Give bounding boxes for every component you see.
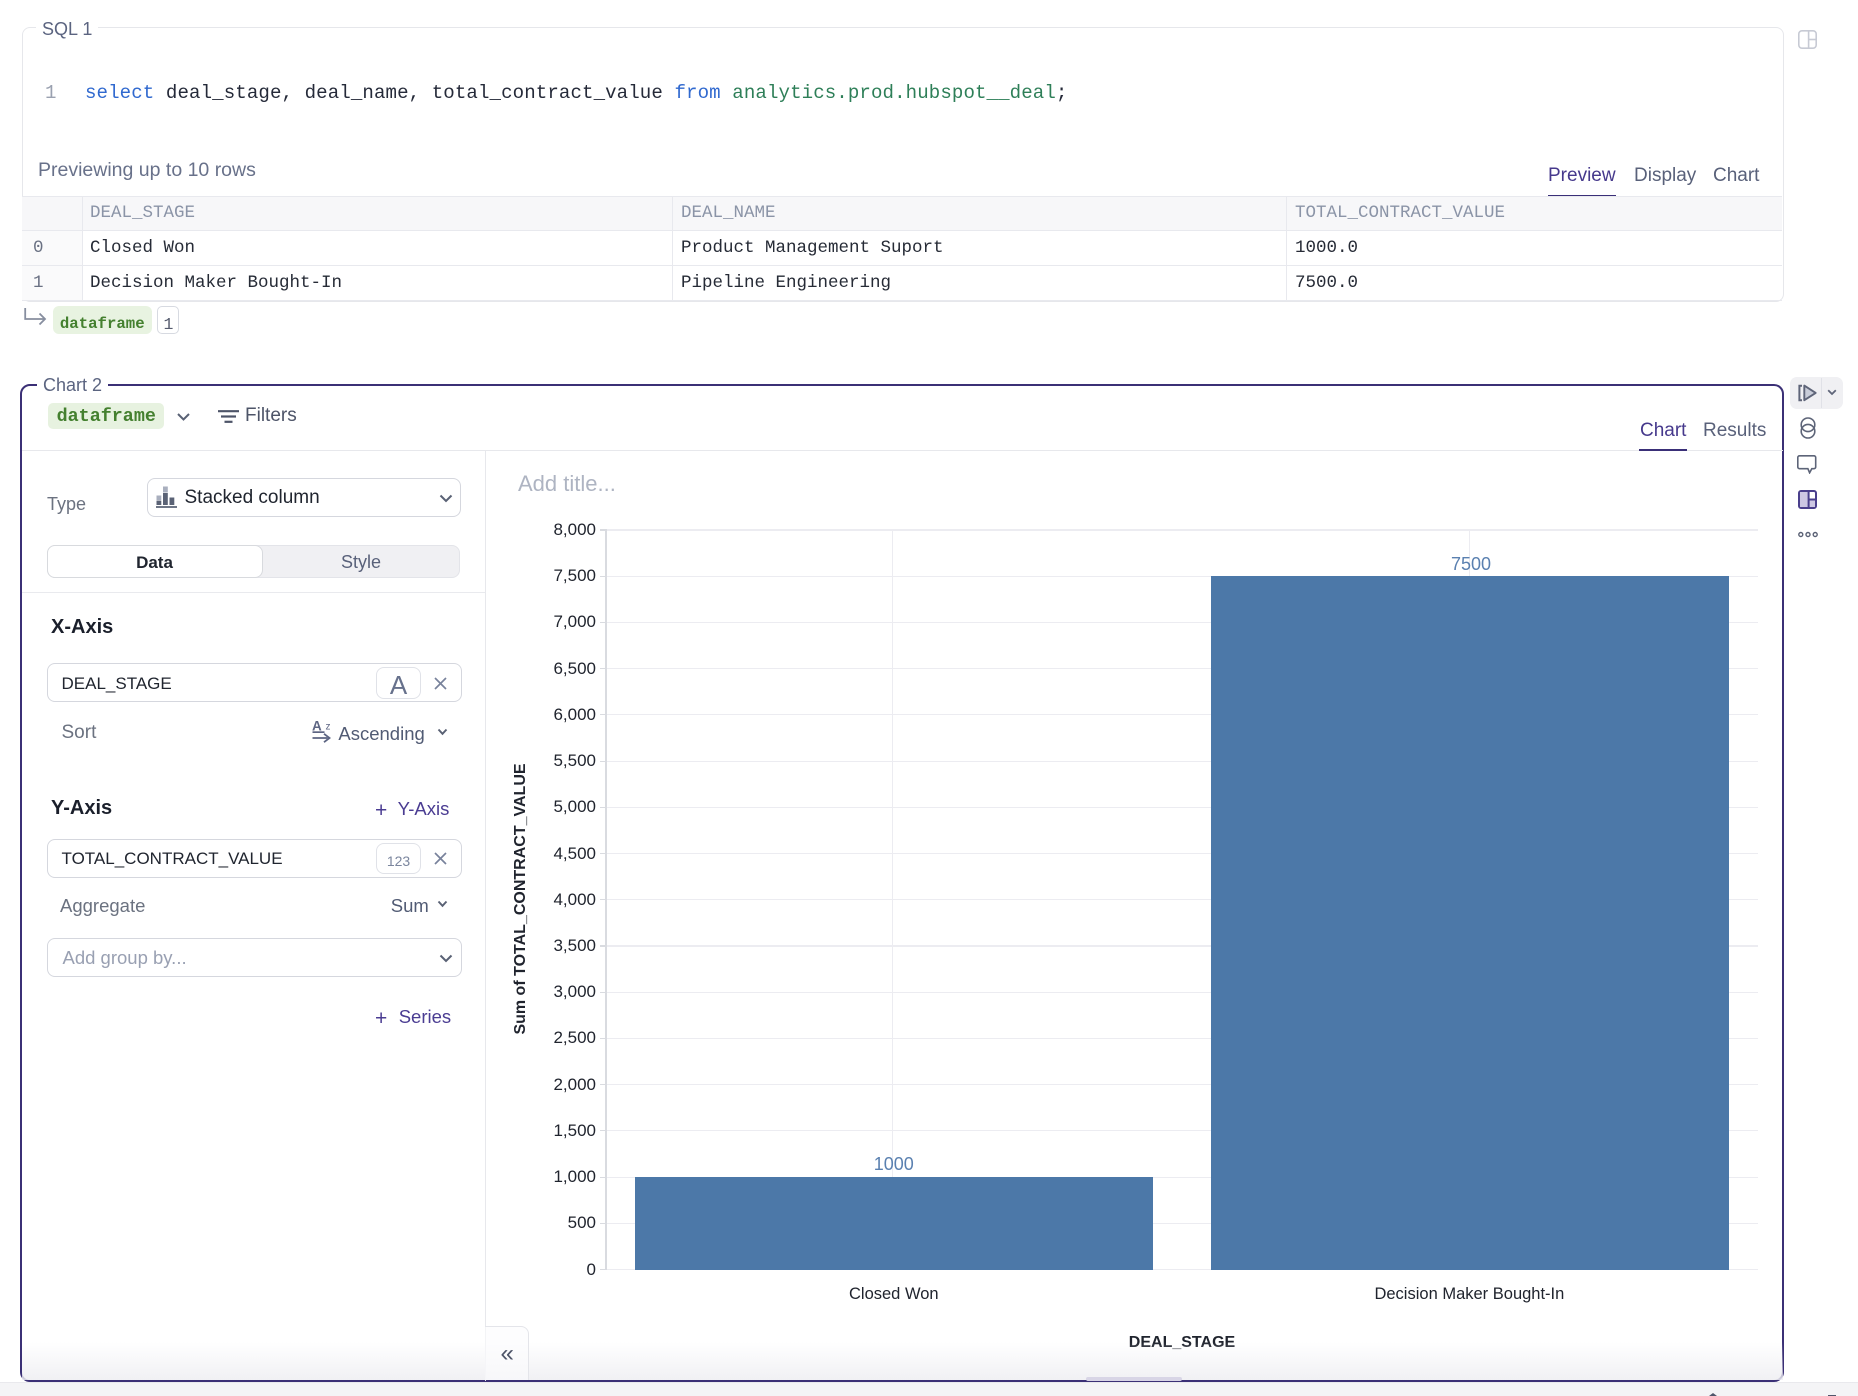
svg-text:z: z bbox=[326, 722, 331, 733]
svg-text:A: A bbox=[312, 719, 322, 734]
